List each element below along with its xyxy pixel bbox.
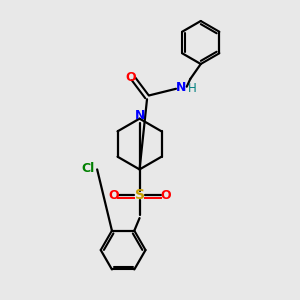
Text: O: O bbox=[108, 189, 119, 202]
Text: S: S bbox=[134, 188, 145, 203]
Text: N: N bbox=[135, 109, 145, 122]
Text: Cl: Cl bbox=[82, 162, 95, 175]
Text: H: H bbox=[188, 82, 197, 95]
Text: O: O bbox=[125, 71, 136, 84]
Text: O: O bbox=[160, 189, 171, 202]
Text: N: N bbox=[176, 81, 187, 94]
